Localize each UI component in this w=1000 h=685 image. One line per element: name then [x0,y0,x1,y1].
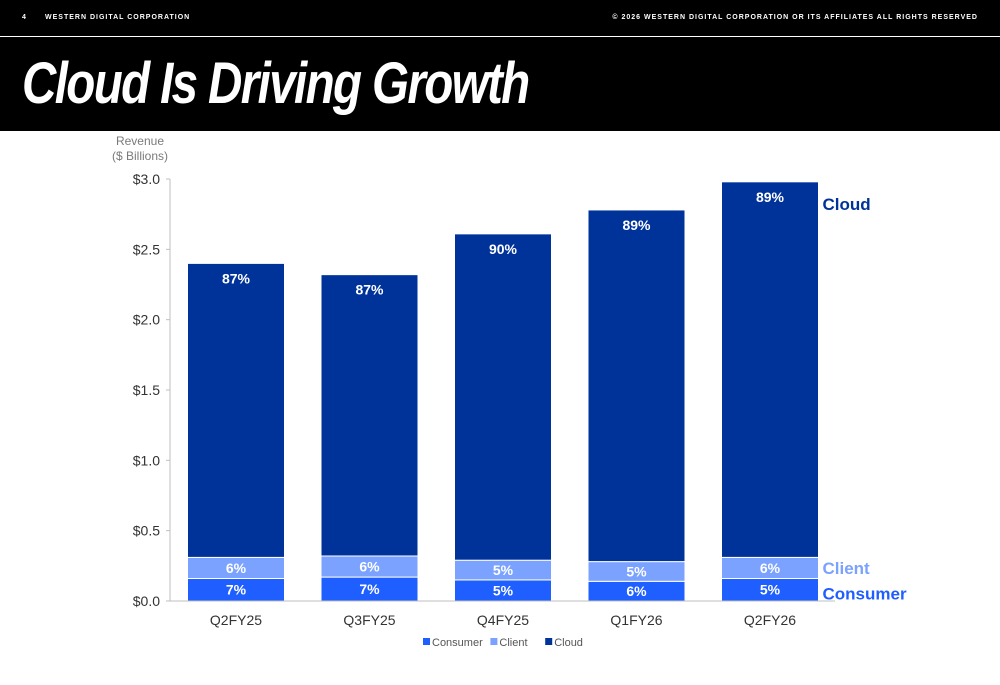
y-tick-label: $1.5 [133,382,160,398]
copyright-notice: © 2026 WESTERN DIGITAL CORPORATION OR IT… [612,14,978,21]
revenue-stacked-bar-chart: Revenue ($ Billions) $0.0 $0.5 $1.0 $1.5 $2.… [112,134,907,649]
data-label-consumer: 7% [226,582,247,598]
data-label-client: 6% [226,560,247,576]
data-label-consumer: 6% [626,583,647,599]
series-side-labels: Cloud Client Consumer [823,195,907,604]
bar-segment-cloud [721,181,819,558]
y-axis-label-line1: Revenue [116,134,164,148]
page-title: Cloud Is Driving Growth [22,51,530,116]
y-tick-label: $2.0 [133,312,160,328]
data-label-cloud: 90% [489,241,518,257]
data-label-client: 6% [359,559,380,575]
side-label-consumer: Consumer [823,585,907,604]
data-label-cloud: 87% [355,282,384,298]
x-tick-label: Q2FY26 [744,612,796,628]
legend-label-cloud: Cloud [554,637,583,649]
data-label-consumer: 5% [760,582,781,598]
side-label-cloud: Cloud [823,195,871,214]
legend-label-client: Client [499,637,527,649]
data-label-cloud: 89% [756,189,785,205]
y-axis: $0.0 $0.5 $1.0 $1.5 $2.0 $2.5 $3.0 [133,171,171,609]
bar-segment-cloud [454,233,552,561]
legend-swatch-consumer [423,638,430,645]
side-label-client: Client [823,559,871,578]
data-label-client: 6% [760,560,781,576]
chart-legend: Consumer Client Cloud [423,637,583,649]
company-name: WESTERN DIGITAL CORPORATION [45,14,191,21]
x-tick-label: Q1FY26 [610,612,662,628]
data-label-consumer: 5% [493,582,514,598]
x-tick-label: Q4FY25 [477,612,529,628]
x-tick-label: Q3FY25 [343,612,395,628]
bar-segment-cloud [587,209,686,563]
bar-group: 7% 6% 87% 7% 6% 87% 5% 5% 90% 6% 5% 89% 5% 6% 89% [187,181,819,602]
page-number: 4 [22,14,27,21]
y-tick-label: $1.0 [133,452,160,468]
y-tick-label: $3.0 [133,171,160,187]
bar-segment-cloud [187,262,285,558]
data-label-cloud: 87% [222,270,251,286]
y-tick-label: $0.0 [133,593,160,609]
data-label-client: 5% [626,563,647,579]
data-label-client: 5% [493,562,514,578]
legend-swatch-cloud [545,638,553,645]
header-bar: 4 WESTERN DIGITAL CORPORATION © 2026 WES… [0,0,1000,131]
legend-label-consumer: Consumer [432,637,483,649]
y-axis-label-line2: ($ Billions) [112,149,168,163]
data-label-cloud: 89% [622,217,651,233]
header-divider [0,36,1000,37]
bar-segment-cloud [320,274,419,557]
x-axis: Q2FY25 Q3FY25 Q4FY25 Q1FY26 Q2FY26 [170,600,835,628]
y-tick-label: $2.5 [133,241,160,257]
x-tick-label: Q2FY25 [210,612,262,628]
legend-swatch-client [490,638,498,645]
y-tick-label: $0.5 [133,523,160,539]
data-label-consumer: 7% [359,581,380,597]
